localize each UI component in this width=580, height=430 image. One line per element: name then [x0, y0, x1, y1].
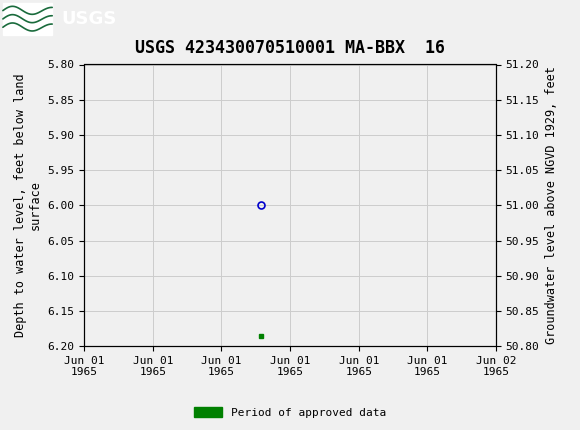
- FancyBboxPatch shape: [3, 3, 52, 35]
- Legend: Period of approved data: Period of approved data: [190, 403, 390, 422]
- Text: USGS: USGS: [61, 10, 116, 28]
- Title: USGS 423430070510001 MA-BBX  16: USGS 423430070510001 MA-BBX 16: [135, 40, 445, 57]
- Y-axis label: Depth to water level, feet below land
surface: Depth to water level, feet below land su…: [14, 74, 42, 337]
- Y-axis label: Groundwater level above NGVD 1929, feet: Groundwater level above NGVD 1929, feet: [545, 66, 558, 344]
